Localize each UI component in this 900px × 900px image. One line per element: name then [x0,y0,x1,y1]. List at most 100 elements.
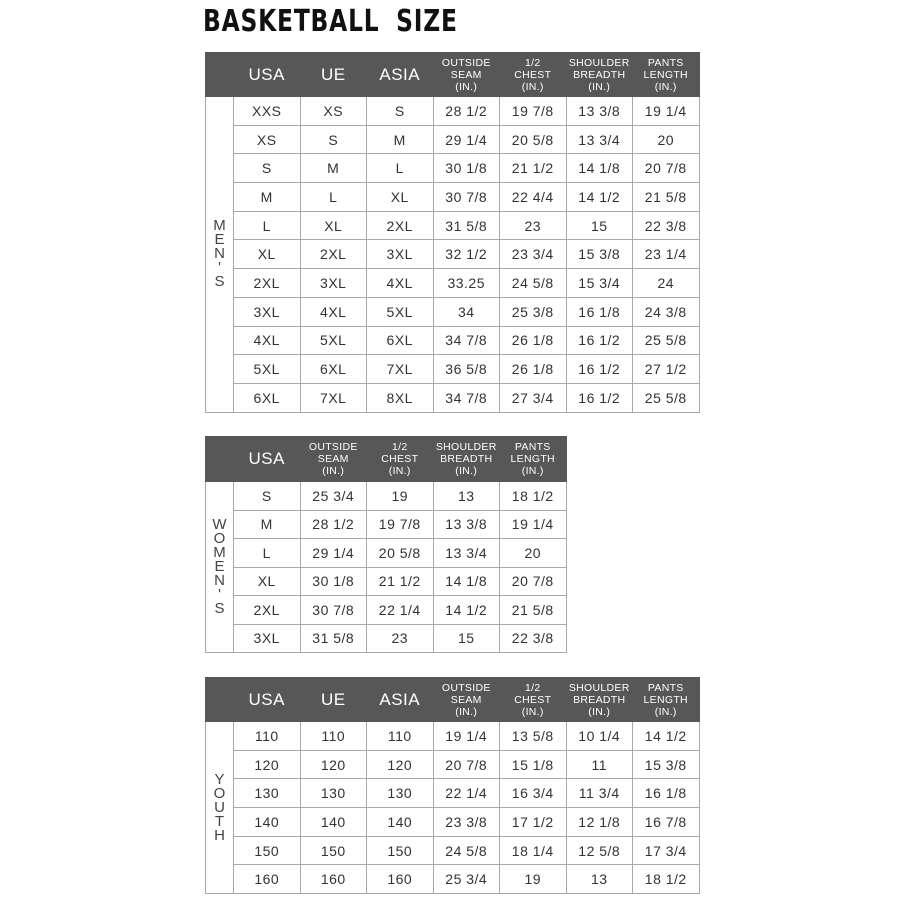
table-cell: M [233,509,301,539]
table-cell: 21 5/8 [632,182,700,212]
table-cell: 15 3/8 [565,239,633,270]
table-cell: 15 [565,210,633,241]
table-row: 5XL 6XL 7XL 36 5/8 26 1/8 16 1/2 27 1/2 [206,354,700,384]
table-cell: 2XL [233,268,301,298]
table-cell: 16 1/2 [565,382,633,413]
header-corner [205,52,234,97]
table-cell: 16 1/2 [565,325,633,356]
table-cell: XS [299,96,367,126]
table-cell: 31 5/8 [432,210,500,241]
table-row: M L XL 30 7/8 22 4/4 14 1/2 21 5/8 [206,182,700,212]
table-cell: 6XL [299,354,367,384]
side-label-cell: YOUTH [205,720,234,895]
table-cell: 11 [565,749,633,780]
table-cell: 19 7/8 [499,96,567,126]
table-cell: 26 1/8 [499,325,567,356]
table-cell: 120 [233,749,301,780]
table-cell: 130 [299,778,367,809]
table-cell: 24 3/8 [632,296,700,327]
table-cell: XS [233,124,301,155]
table-row: 2XL 30 7/8 22 1/4 14 1/2 21 5/8 [206,595,567,625]
table-cell: 18 1/2 [632,864,700,895]
table-cell: 34 [432,296,500,327]
table-cell: 2XL [299,239,367,270]
table-cell: 19 7/8 [366,509,434,539]
table-cell: 19 1/4 [632,96,700,126]
table-cell: 15 1/8 [499,749,567,780]
table-cell: 20 7/8 [499,566,567,596]
table-cell: 19 1/4 [499,509,567,539]
table-cell: 30 7/8 [432,182,500,212]
column-header: 1/2 CHEST (IN.) [499,52,567,97]
table-cell: 130 [233,778,301,809]
side-label-cell: MEN'S [205,96,234,413]
column-header: USA [233,52,301,97]
table-cell: 24 [632,268,700,298]
table-cell: 16 1/8 [565,296,633,327]
table-cell: 13 3/4 [432,538,500,568]
table-cell: 20 [499,538,567,568]
table-row: L 29 1/4 20 5/8 13 3/4 20 [206,538,567,568]
table-cell: 13 3/4 [565,124,633,155]
table-cell: 14 1/2 [632,721,700,751]
table-cell: 4XL [233,325,301,356]
table-cell: 4XL [366,268,434,298]
table-row: 150 150 150 24 5/8 18 1/4 12 5/8 17 3/4 [206,835,700,866]
table-cell: 20 7/8 [632,153,700,184]
table-cell: S [299,124,367,155]
table-cell: 12 5/8 [565,835,633,866]
table-cell: 150 [233,835,301,866]
table-cell: 23 [366,623,434,653]
table-row: L XL 2XL 31 5/8 23 15 22 3/8 [206,210,700,241]
table-cell: 20 5/8 [499,124,567,155]
table-cell: S [233,481,301,511]
table-cell: 140 [299,807,367,837]
table-row: 3XL 31 5/8 23 15 22 3/8 [206,623,567,653]
table-cell: 23 3/4 [499,239,567,270]
table-cell: 13 3/8 [565,96,633,126]
table-cell: L [299,182,367,212]
table-cell: XL [299,210,367,241]
column-header: PANTS LENGTH (IN.) [499,436,567,482]
table-cell: 15 [432,623,500,653]
table-cell: 20 7/8 [432,749,500,780]
table-cell: 21 1/2 [499,153,567,184]
table-cell: 19 [366,481,434,511]
header-row: USA OUTSIDE SEAM (IN.) 1/2 CHEST (IN.) SHOU… [205,436,567,482]
column-header: ASIA [366,52,434,97]
table-cell: XXS [233,96,301,126]
table-row: S M L 30 1/8 21 1/2 14 1/8 20 7/8 [206,153,700,184]
column-header: UE [299,677,367,722]
header-corner [205,677,234,722]
table-cell: 11 3/4 [565,778,633,809]
table-cell: 19 [499,864,567,895]
womens-size-table: USA OUTSIDE SEAM (IN.) 1/2 CHEST (IN.) SHOU… [205,436,567,653]
table-cell: M [299,153,367,184]
table-cell: 150 [366,835,434,866]
side-label: YOUTH [211,770,228,841]
table-row: 130 130 130 22 1/4 16 3/4 11 3/4 16 1/8 [206,778,700,809]
table-cell: 25 3/8 [499,296,567,327]
table-cell: 14 1/8 [565,153,633,184]
table-cell: XL [233,566,301,596]
table-cell: 20 [632,124,700,155]
side-label: MEN'S [211,217,228,288]
table-cell: 16 1/8 [632,778,700,809]
table-cell: 36 5/8 [432,354,500,384]
table-cell: 150 [299,835,367,866]
table-row: 4XL 5XL 6XL 34 7/8 26 1/8 16 1/2 25 5/8 [206,325,700,356]
column-header: SHOULDER BREADTH (IN.) [432,436,500,482]
table-cell: 13 [432,481,500,511]
table-cell: 120 [366,749,434,780]
table-cell: 4XL [299,296,367,327]
table-cell: 16 7/8 [632,807,700,837]
table-cell: 3XL [366,239,434,270]
table-cell: 22 3/8 [499,623,567,653]
table-cell: 28 1/2 [299,509,367,539]
table-row: WOMEN'S S 25 3/4 19 13 18 1/2 [205,481,567,653]
table-cell: 24 5/8 [432,835,500,866]
table-cell: 33.25 [432,268,500,298]
table-cell: 29 1/4 [299,538,367,568]
table-row: XL 2XL 3XL 32 1/2 23 3/4 15 3/8 23 1/4 [206,239,700,270]
table-cell: 30 1/8 [299,566,367,596]
